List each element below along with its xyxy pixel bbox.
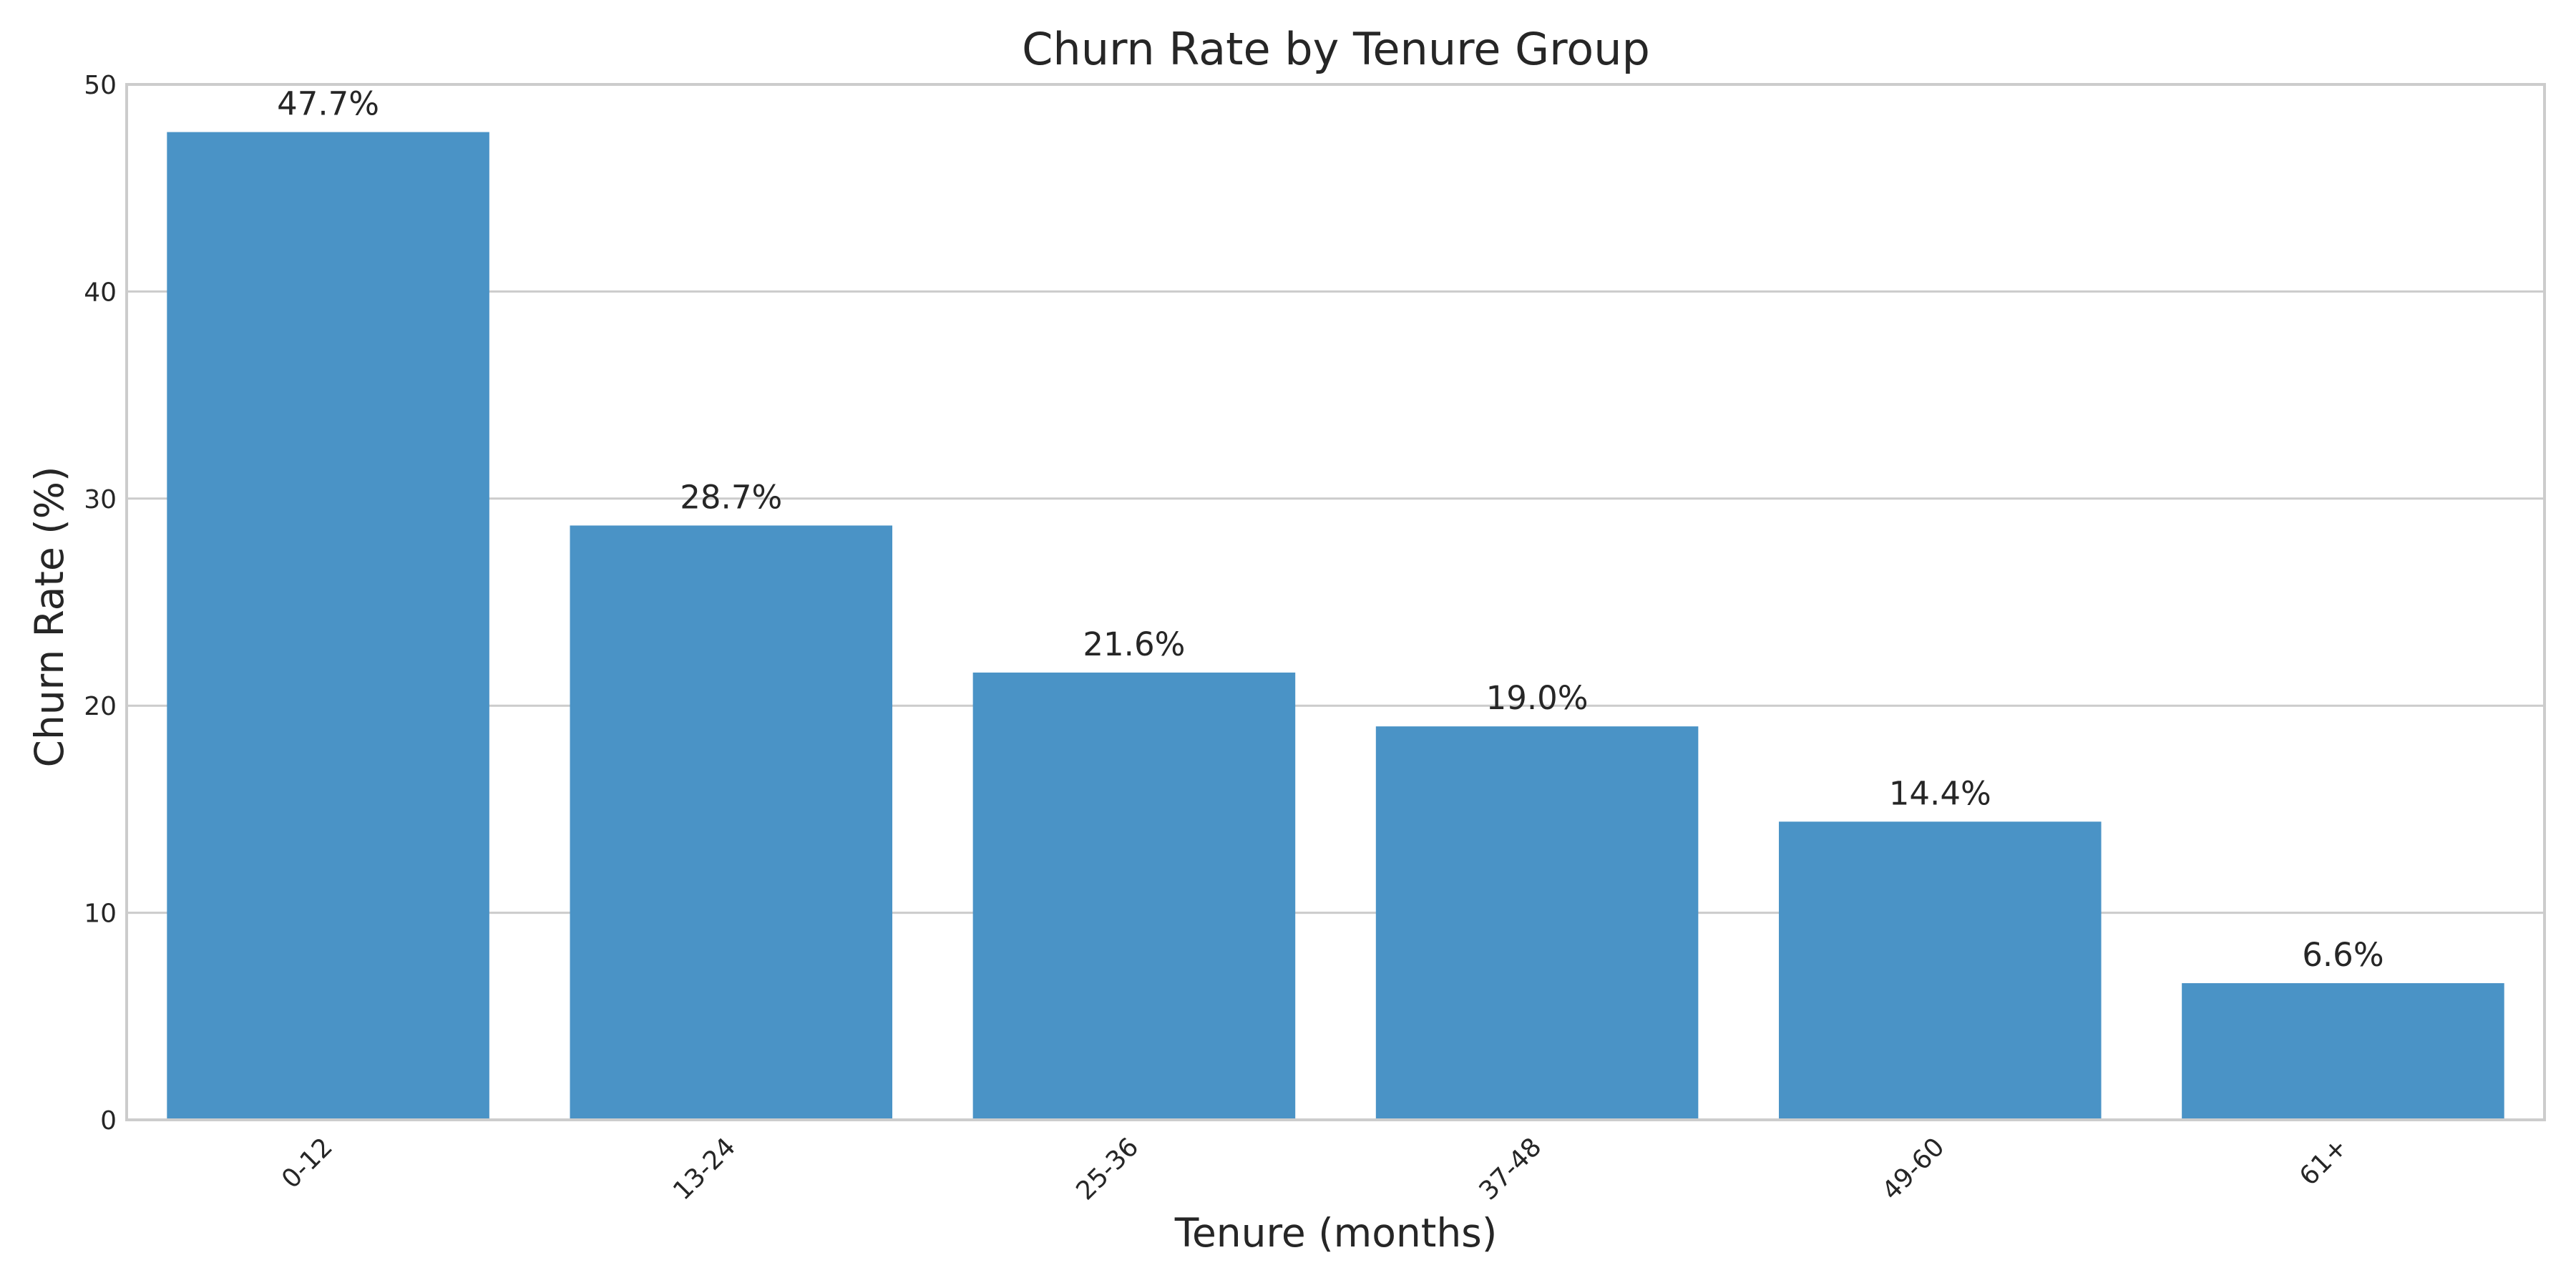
y-tick-label: 50	[84, 71, 117, 100]
bars	[167, 132, 2504, 1120]
y-axis-label: Churn Rate (%)	[26, 467, 72, 768]
x-tick-label: 37-48	[1473, 1132, 1547, 1206]
bar-value-label: 47.7%	[277, 85, 379, 123]
bar-61+	[2182, 982, 2504, 1120]
y-tick-label: 10	[84, 899, 117, 929]
y-tick-label: 0	[100, 1106, 117, 1136]
bar-value-label: 14.4%	[1889, 774, 1991, 812]
y-tick-label: 40	[84, 278, 117, 307]
bar-value-label: 6.6%	[2302, 936, 2384, 974]
y-tick-label: 20	[84, 692, 117, 721]
x-tick-labels: 0-12 13-24 25-36 37-48 49-60 61+	[276, 1132, 2353, 1206]
x-axis-label: Tenure (months)	[1174, 1210, 1498, 1256]
bar-value-label: 19.0%	[1486, 679, 1589, 717]
chart-title: Churn Rate by Tenure Group	[1022, 23, 1650, 75]
x-tick-label: 13-24	[668, 1132, 741, 1206]
bar-13-24	[570, 525, 893, 1120]
bar-data-labels: 47.7% 28.7% 21.6% 19.0% 14.4% 6.6%	[277, 85, 2384, 974]
x-tick-label: 0-12	[276, 1132, 338, 1194]
y-tick-labels: 0 10 20 30 40 50	[84, 71, 117, 1136]
x-tick-label: 61+	[2294, 1132, 2353, 1191]
bar-0-12	[167, 132, 489, 1120]
plot-frame	[125, 83, 2546, 1121]
bar-value-label: 21.6%	[1083, 625, 1185, 663]
y-tick-label: 30	[84, 485, 117, 514]
bar-25-36	[972, 672, 1296, 1120]
bar-49-60	[1778, 821, 2102, 1120]
bar-37-48	[1375, 726, 1699, 1120]
x-tick-label: 49-60	[1877, 1132, 1951, 1206]
bar-value-label: 28.7%	[680, 478, 782, 516]
x-tick-label: 25-36	[1070, 1132, 1144, 1206]
